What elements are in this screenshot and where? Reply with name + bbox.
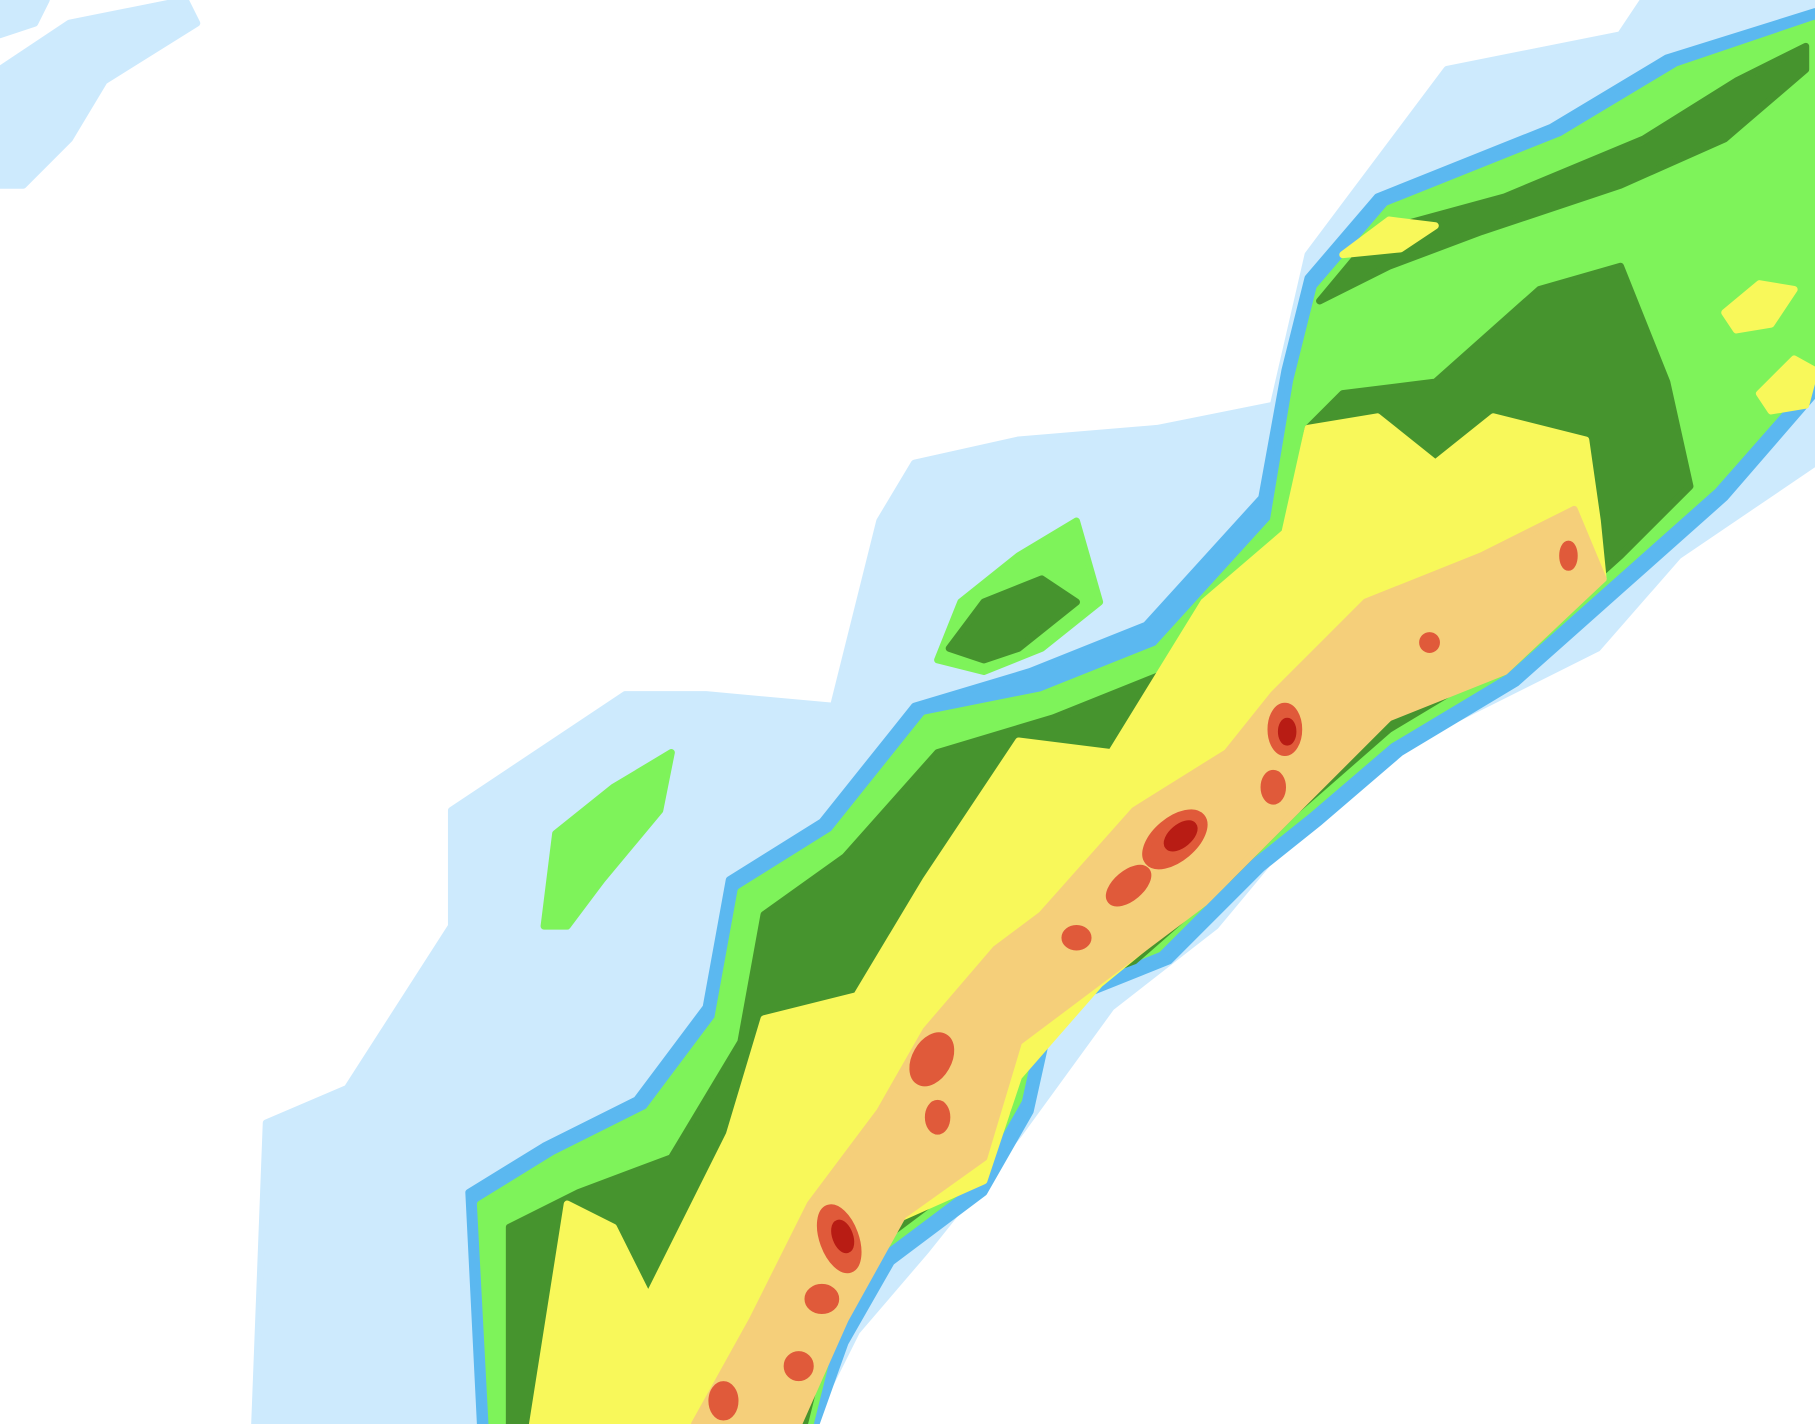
precip-cell — [804, 1283, 840, 1315]
precip-cell — [1260, 769, 1287, 805]
precip-area — [1755, 355, 1815, 415]
precip-cell — [708, 1381, 739, 1421]
precip-cell — [924, 1099, 951, 1135]
precip-area — [0, 0, 50, 39]
precip-cell — [783, 1351, 814, 1382]
precip-cell — [831, 1219, 855, 1254]
precip-area — [945, 575, 1080, 664]
precip-cell — [1105, 864, 1152, 907]
precip-cell — [1277, 717, 1297, 746]
precip-cell — [1419, 632, 1440, 653]
precip-cell — [1061, 925, 1092, 951]
precip-cell — [1559, 540, 1578, 571]
precip-area — [540, 749, 675, 930]
precip-heavy-layer — [691, 505, 1607, 1424]
precip-area — [1721, 280, 1798, 334]
precip-cell — [1163, 820, 1198, 852]
precip-area — [0, 0, 201, 189]
precip-area — [691, 505, 1607, 1424]
precip-cell — [909, 1032, 955, 1087]
precip-area — [1316, 42, 1810, 305]
precip-extreme-layer — [831, 717, 1297, 1254]
precip-area — [1339, 216, 1439, 259]
